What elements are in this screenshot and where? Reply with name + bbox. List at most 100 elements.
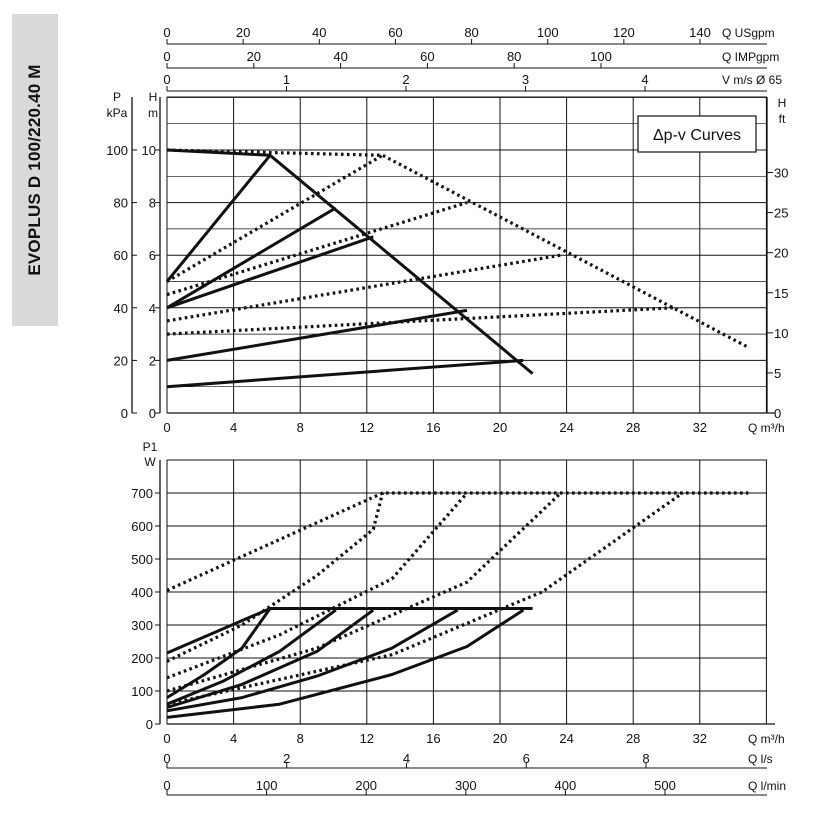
top-axis-tick-label: 100 [537,25,559,40]
x-tick-label: 4 [230,420,237,435]
head-dotted-curve [166,306,674,336]
x-tick-label: 0 [163,420,170,435]
kpa-axis-unit: kPa [107,106,128,120]
bottom-axis-tick-label: 100 [256,778,278,793]
top-axis-tick-label: 0 [163,72,170,87]
top-axis-label: V m/s Ø 65 [722,73,782,87]
top-axis-tick-label: 3 [522,72,529,87]
head-dotted-curve [166,201,468,297]
x-tick-label: 8 [297,420,304,435]
kpa-tick-label: 20 [114,353,128,368]
power-tick-label: 700 [131,486,153,501]
m-tick-label: 10 [142,143,156,158]
x-tick-label: 8 [297,731,304,746]
top-axis-tick-label: 80 [507,49,521,64]
top-axis-label: Q IMPgpm [722,50,779,64]
top-axis-tick-label: 80 [464,25,478,40]
kpa-tick-label: 0 [121,406,128,421]
bottom-axis-tick-label: 2 [283,751,290,766]
legend-label: Δp-v Curves [653,127,741,144]
kpa-tick-label: 100 [106,143,128,158]
top-axis-tick-label: 40 [312,25,326,40]
power-tick-label: 600 [131,519,153,534]
top-axis-tick-label: 120 [613,25,635,40]
head-solid-curve [165,154,272,283]
x-tick-label: 12 [360,731,374,746]
bottom-axis-tick-label: 6 [523,751,530,766]
power-solid-curve [166,608,459,713]
kpa-axis-label: P [113,90,121,104]
top-axis-tick-label: 100 [590,49,612,64]
kpa-tick-label: 40 [114,301,128,316]
head-solid-curve [166,308,468,362]
power-dotted-curve [166,491,684,706]
bottom-axis-label: Q l/min [748,779,786,793]
top-axis-tick-label: 60 [420,49,434,64]
head-solid-curve [166,148,534,375]
x-tick-label: 16 [426,731,440,746]
head-dotted-curve [166,148,750,349]
power-dotted-curve [166,491,562,693]
bottom-axis-tick-label: 400 [555,778,577,793]
ft-tick-label: 20 [774,246,788,261]
ft-tick-label: 10 [774,326,788,341]
power-tick-label: 0 [146,717,153,732]
m-tick-label: 0 [149,406,156,421]
top-axis-tick-label: 1 [283,72,290,87]
head-dotted-curve [166,153,384,283]
top-axis-label: Q USgpm [722,26,775,40]
top-axis-tick-label: 140 [689,25,711,40]
bottom-axis-tick-label: 0 [163,751,170,766]
power-tick-label: 500 [131,552,153,567]
bottom-axis-tick-label: 0 [163,778,170,793]
head-solid-curve [166,358,524,389]
x-tick-label: 32 [693,420,707,435]
ft-tick-label: 0 [774,406,781,421]
head-solid-curve [166,235,374,310]
top-axis-tick-label: 0 [163,25,170,40]
head-dotted-curve [166,253,562,323]
m-tick-label: 8 [149,196,156,211]
power-axis-label: P1 [143,440,158,454]
power-tick-label: 400 [131,585,153,600]
bottom-axis-tick-label: 500 [654,778,676,793]
x-tick-label: 12 [360,420,374,435]
ft-tick-label: 30 [774,166,788,181]
power-dotted-curve [166,491,469,680]
power-dotted-curve [166,491,749,592]
bottom-axis-tick-label: 8 [642,751,649,766]
x-tick-label: 16 [426,420,440,435]
kpa-tick-label: 80 [114,196,128,211]
top-axis-tick-label: 2 [402,72,409,87]
x-tick-label: 20 [493,731,507,746]
m-tick-label: 6 [149,248,156,263]
top-axis-tick-label: 0 [163,49,170,64]
chart-curves [165,148,750,719]
m-axis-unit: m [148,106,158,120]
x-tick-label: 24 [559,420,573,435]
power-solid-curve [166,608,525,719]
ft-tick-label: 25 [774,206,788,221]
x-tick-label: 28 [626,420,640,435]
legend-box: Δp-v Curves [637,115,757,153]
chart-axes [131,39,775,796]
x-tick-label: 4 [230,731,237,746]
bottom-axis-label: Q l/s [748,752,773,766]
x-tick-label: 24 [559,731,573,746]
x-tick-label: 28 [626,731,640,746]
bottom-axis-tick-label: 4 [403,751,410,766]
m-tick-label: 2 [149,353,156,368]
top-axis-tick-label: 40 [333,49,347,64]
chart-labels: 0 4 8 12 16 20 24 28 32 Q m³/h0 4 8 12 16 20 24 28 32 Q m³… [106,25,788,793]
bottom-axis-tick-label: 300 [455,778,477,793]
x-tick-label: 32 [693,731,707,746]
kpa-tick-label: 60 [114,248,128,263]
power-tick-label: 100 [131,684,153,699]
x-tick-label: 20 [493,420,507,435]
top-axis-tick-label: 60 [388,25,402,40]
ft-axis-unit: ft [779,112,786,126]
top-axis-tick-label: 20 [247,49,261,64]
head-solid-curve [166,206,337,310]
side-title-band [12,14,58,326]
